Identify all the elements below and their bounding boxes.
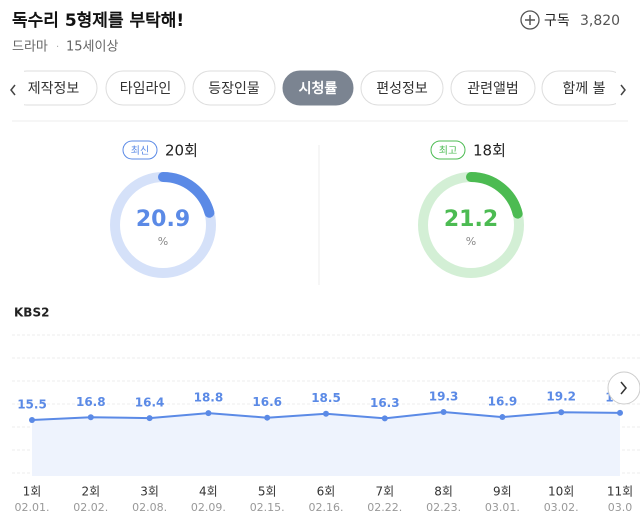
date-label: 02.02. xyxy=(73,501,108,514)
x-tick-label: 6회 xyxy=(317,485,336,499)
date-label: 03.0 xyxy=(608,501,633,514)
value-label: 16.8 xyxy=(76,395,106,409)
x-tick-label: 1회 xyxy=(23,485,42,499)
episode: 18회 xyxy=(473,142,506,160)
tab-label: 등장인물 xyxy=(208,81,260,97)
tabs: 제작정보 타임라인 등장인물 시청률 편성정보 관련앨범 함께 볼 xyxy=(10,70,626,106)
point xyxy=(29,417,35,423)
date-label: 02.22. xyxy=(367,501,402,514)
x-tick-label: 10회 xyxy=(548,485,574,499)
value-label: 15.5 xyxy=(17,398,47,412)
tab-pill xyxy=(282,70,354,106)
tab-label: 제작정보 xyxy=(28,81,80,97)
tab-pill xyxy=(105,70,186,106)
rating: 20.9 xyxy=(136,207,190,232)
tab[interactable]: 관련앨범 xyxy=(450,70,536,106)
tab[interactable]: 제작정보 xyxy=(10,70,98,106)
x-tick-label: 5회 xyxy=(258,485,277,499)
area xyxy=(32,412,620,476)
next-button xyxy=(607,371,640,405)
channel: KBS2 xyxy=(14,306,49,320)
value-label: 16.9 xyxy=(488,395,518,409)
title: 독수리 5형제를 부탁해! xyxy=(12,10,184,31)
subscribe-button[interactable]: 구독 3,820 xyxy=(520,10,620,30)
tab-label: 타임라인 xyxy=(120,81,172,97)
value-label: 19.3 xyxy=(429,390,459,404)
date-label: 02.09. xyxy=(191,501,226,514)
badge xyxy=(430,140,466,160)
date-label: 02.23. xyxy=(426,501,461,514)
x-tick-label: 8회 xyxy=(434,485,453,499)
plus-icon xyxy=(520,10,540,30)
tab-label: 관련앨범 xyxy=(467,81,519,97)
badge-label: 최고 xyxy=(439,145,457,157)
x-tick-label: 9회 xyxy=(493,485,512,499)
tab-label: 함께 볼 xyxy=(562,81,605,97)
date-label: 03.01. xyxy=(485,501,520,514)
date-label: 02.15. xyxy=(250,501,285,514)
point xyxy=(323,410,329,417)
episode: 20회 xyxy=(165,142,198,160)
chart-next[interactable] xyxy=(607,371,640,405)
tab[interactable]: 시청률 xyxy=(282,70,354,106)
plus xyxy=(525,15,535,25)
date-label: 02.16. xyxy=(309,501,344,514)
point xyxy=(205,410,212,417)
value-label: 18.8 xyxy=(194,391,224,405)
date-label: 03.02. xyxy=(544,501,579,514)
date-label: 02.01. xyxy=(15,501,50,514)
tab-pill xyxy=(192,70,276,106)
point xyxy=(499,414,506,421)
date-label: 02.08. xyxy=(132,501,167,514)
tab[interactable]: 함께 볼 xyxy=(541,70,626,106)
tab-pill xyxy=(541,70,616,106)
value-label: 16.4 xyxy=(135,396,165,410)
point xyxy=(87,414,94,421)
value-label: 18.5 xyxy=(311,391,341,405)
x-tick-label: 4회 xyxy=(199,485,218,499)
point xyxy=(440,409,447,416)
tab-pill xyxy=(450,70,536,106)
point xyxy=(381,415,388,422)
tab[interactable]: 등장인물 xyxy=(192,70,276,106)
ring-arc xyxy=(466,172,523,219)
tab-label: 편성정보 xyxy=(376,81,428,97)
tab-pill xyxy=(360,70,444,106)
next-arrow[interactable] xyxy=(620,84,626,96)
point xyxy=(558,409,565,416)
tab[interactable]: 타임라인 xyxy=(105,70,186,106)
point xyxy=(264,414,271,421)
x-tick-label: 2회 xyxy=(81,485,100,499)
age: 15세이상 xyxy=(66,40,118,55)
subscribe-label: 구독 xyxy=(544,13,570,29)
next-chevron xyxy=(620,381,627,395)
point xyxy=(617,409,623,416)
badge-label: 최신 xyxy=(131,145,149,157)
x-tick-label: 11회 xyxy=(607,485,633,499)
rating: 21.2 xyxy=(444,207,498,232)
unit: % xyxy=(466,235,476,248)
unit: % xyxy=(158,235,168,248)
tab-label: 시청률 xyxy=(299,80,338,97)
tab-pill xyxy=(24,70,98,106)
ring-arc xyxy=(158,172,215,218)
badge xyxy=(122,140,158,160)
point xyxy=(146,415,153,422)
tab[interactable]: 편성정보 xyxy=(360,70,444,106)
value-label: 16.6 xyxy=(252,395,282,409)
dot: · xyxy=(56,42,59,53)
prev-arrow[interactable] xyxy=(10,84,16,96)
value-label: 19.2 xyxy=(546,390,576,404)
subscriber-count: 3,820 xyxy=(580,13,620,29)
value-label: 16.3 xyxy=(370,396,400,410)
x-tick-label: 7회 xyxy=(375,485,394,499)
x-tick-label: 3회 xyxy=(140,485,159,499)
genre: 드라마 xyxy=(12,40,48,55)
